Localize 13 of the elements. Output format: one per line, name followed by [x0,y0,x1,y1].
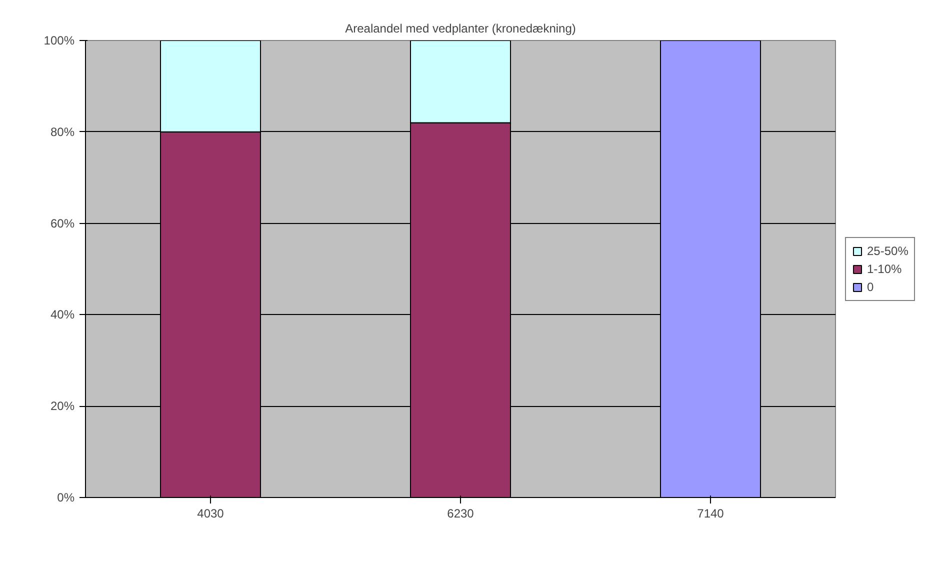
y-tick-label: 0% [57,490,75,504]
legend-label: 0 [867,280,875,294]
y-tick-label: 80% [50,124,75,139]
x-tick-label: 6230 [447,506,474,520]
x-tick-label: 4030 [197,506,224,520]
legend-label: 1-10% [867,262,902,276]
y-tick-label: 100% [44,34,75,48]
y-tick-label: 20% [50,399,75,414]
y-tick-label: 40% [50,308,75,322]
y-tick-label: 60% [50,216,75,230]
chart-title: Arealandel med vedplanter (kronedækning) [345,22,576,36]
legend-label: 25-50% [867,244,908,258]
x-tick-label: 7140 [697,506,724,520]
